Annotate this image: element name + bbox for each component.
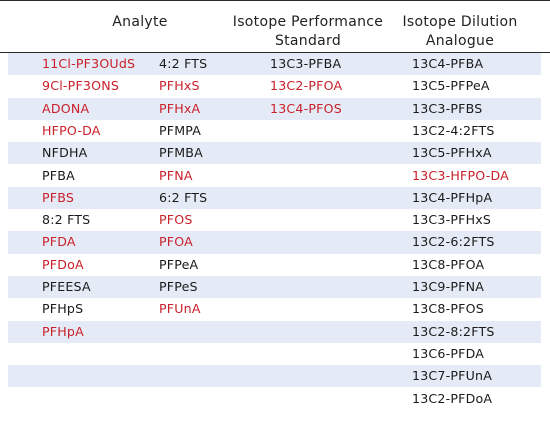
table-cell-c4: 13C6-PFDA (412, 345, 485, 361)
table-cell-c2: PFUnA (159, 301, 201, 317)
header-ida-line2: Analogue (425, 33, 495, 49)
table-cell-c1: NFDHA (42, 145, 88, 161)
table-row: PFBS 6:2 FTS 13C4-PFHpA (8, 186, 541, 210)
table-cell-c2: PFNA (159, 167, 193, 183)
table-cell-c3: 13C3-PFBA (270, 56, 342, 71)
table-row: 8:2 FTS PFOS 13C3-PFHxS (8, 209, 541, 231)
table-cell-c1: ADONA (42, 100, 90, 116)
table-cell-c1: PFEESA (42, 279, 91, 294)
header-analyte-label: Analyte (112, 14, 168, 30)
table-cell-c4: 13C7-PFUnA (412, 368, 493, 384)
table-cell-c4: 13C5-PFPeA (412, 78, 490, 94)
table-row: NFDHA PFMBA 13C5-PFHxA (8, 142, 541, 165)
table-cell-c4: 13C3-PFHxS (412, 212, 492, 228)
table-cell-c2: PFMBA (159, 145, 203, 161)
table-row: PFHpS PFUnA 13C8-PFOS (8, 298, 541, 320)
table-cell-c2: PFOS (159, 212, 193, 228)
table-row: PFBA PFNA 13C3-HFPO-DA (8, 165, 541, 187)
table-row: 11Cl-PF3OUdS 4:2 FTS 13C3-PFBA 13C4-PFBA (8, 53, 541, 76)
table-cell-c2: 6:2 FTS (159, 189, 208, 205)
table-row: PFDA PFOA 13C2-6:2FTS (8, 231, 541, 254)
table-cell-c4: 13C5-PFHxA (412, 145, 492, 161)
header-isotope-dilution-analogue: Isotope Dilution Analogue (390, 13, 530, 51)
table-row: ADONA PFHxA 13C4-PFOS 13C3-PFBS (8, 97, 541, 120)
table-row: 13C7-PFUnA (8, 365, 541, 388)
header-rule (0, 52, 550, 53)
table-row: PFHpA 13C2-8:2FTS (8, 320, 541, 343)
table-row: 13C2-PFDoA (8, 388, 541, 410)
table-cell-c2: PFOA (159, 234, 193, 250)
table-cell-c2: PFPeS (159, 279, 198, 294)
table-cell-c2: PFHxS (159, 78, 200, 94)
table-cell-c3: 13C2-PFOA (270, 78, 343, 94)
table-cell-c1: PFDoA (42, 256, 84, 272)
header-analyte: Analyte (30, 13, 250, 32)
table-cell-c1: PFHpS (42, 301, 84, 317)
top-rule (0, 0, 550, 1)
table-cell-c4: 13C2-PFDoA (412, 390, 493, 406)
table-cell-c3: 13C4-PFOS (270, 100, 342, 116)
table-cell-c1: PFBS (42, 189, 75, 205)
table-cell-c1: 8:2 FTS (42, 212, 91, 228)
table-cell-c4: 13C4-PFHpA (412, 189, 493, 205)
header-isotope-performance-standard: Isotope Performance Standard (228, 13, 388, 51)
table-cell-c4: 13C8-PFOS (412, 301, 484, 317)
table-row: 9Cl-PF3ONS PFHxS 13C2-PFOA 13C5-PFPeA (8, 75, 541, 97)
table-cell-c1: 11Cl-PF3OUdS (42, 56, 136, 71)
table-cell-c1: HFPO-DA (42, 122, 101, 138)
table-cell-c2: PFMPA (159, 122, 202, 138)
table-cell-c1: 9Cl-PF3ONS (42, 78, 120, 94)
table-row: 13C6-PFDA (8, 343, 541, 365)
table-row: PFDoA PFPeA 13C8-PFOA (8, 254, 541, 276)
table-cell-c4: 13C9-PFNA (412, 279, 485, 294)
header-ips-line2: Standard (274, 33, 342, 49)
table-cell-c2: PFPeA (159, 256, 199, 272)
table-cell-c1: PFDA (42, 234, 76, 250)
table-cell-c4: 13C3-HFPO-DA (412, 167, 509, 183)
table-cell-c4: 13C2-8:2FTS (412, 323, 495, 339)
table-cell-c4: 13C2-4:2FTS (412, 122, 495, 138)
table-cell-c2: 4:2 FTS (159, 56, 208, 71)
table-cell-c4: 13C2-6:2FTS (412, 234, 495, 250)
table-row: PFEESA PFPeS 13C9-PFNA (8, 276, 541, 299)
table-cell-c4: 13C8-PFOA (412, 256, 485, 272)
table-cell-c4: 13C4-PFBA (412, 56, 484, 71)
table-cell-c4: 13C3-PFBS (412, 100, 483, 116)
header-ips-line1: Isotope Performance (232, 14, 384, 30)
header-ida-line1: Isotope Dilution (402, 14, 518, 30)
table-cell-c1: PFHpA (42, 323, 84, 339)
table-row: HFPO-DA PFMPA 13C2-4:2FTS (8, 120, 541, 142)
table-cell-c1: PFBA (42, 167, 75, 183)
table-cell-c2: PFHxA (159, 100, 201, 116)
